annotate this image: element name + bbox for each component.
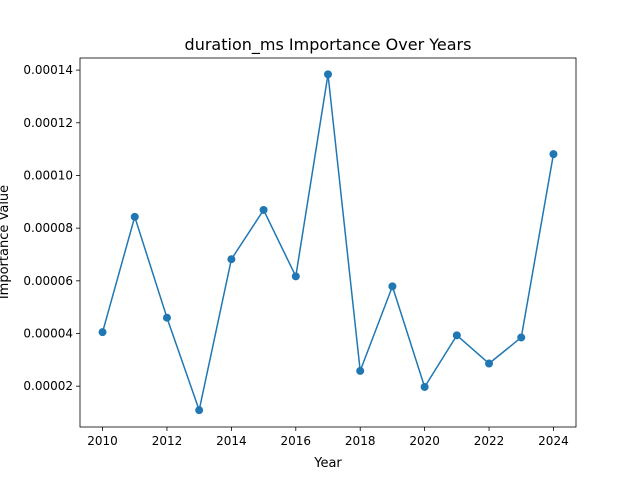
data-point (388, 282, 397, 291)
data-point (517, 333, 526, 342)
data-point (549, 150, 558, 159)
x-tick-label: 2016 (281, 434, 312, 448)
data-point (356, 366, 365, 375)
x-tick-label: 2018 (345, 434, 376, 448)
y-tick-label: 0.00002 (23, 379, 73, 393)
y-tick-label: 0.00008 (23, 221, 73, 235)
data-point (130, 212, 139, 221)
data-point (485, 359, 494, 368)
y-tick-label: 0.00006 (23, 274, 73, 288)
data-point (291, 272, 300, 281)
x-tick-label: 2014 (216, 434, 247, 448)
y-tick-label: 0.00004 (23, 326, 73, 340)
x-tick-label: 2022 (474, 434, 505, 448)
y-tick-label: 0.00012 (23, 116, 73, 130)
data-point (420, 382, 429, 391)
plot-area: 2010 2012 2014 2016 2018 2020 2022 2024 0.00002 0… (23, 57, 577, 448)
x-tick-label: 2012 (152, 434, 183, 448)
y-tick-label: 0.00014 (23, 63, 73, 77)
data-point (162, 313, 171, 322)
y-axis-label: Importance Value (0, 185, 12, 299)
data-point (324, 70, 332, 79)
data-point (259, 205, 268, 214)
data-point (98, 328, 107, 337)
data-point (452, 331, 461, 340)
x-tick-label: 2020 (409, 434, 440, 448)
x-axis-label: Year (313, 456, 342, 471)
data-point (227, 255, 236, 264)
chart-title: duration_ms Importance Over Years (185, 35, 472, 55)
x-tick-label: 2010 (87, 434, 118, 448)
axes-frame (79, 57, 577, 428)
y-tick-label: 0.00010 (23, 168, 73, 182)
x-tick-label: 2024 (538, 434, 569, 448)
data-point (195, 406, 204, 415)
